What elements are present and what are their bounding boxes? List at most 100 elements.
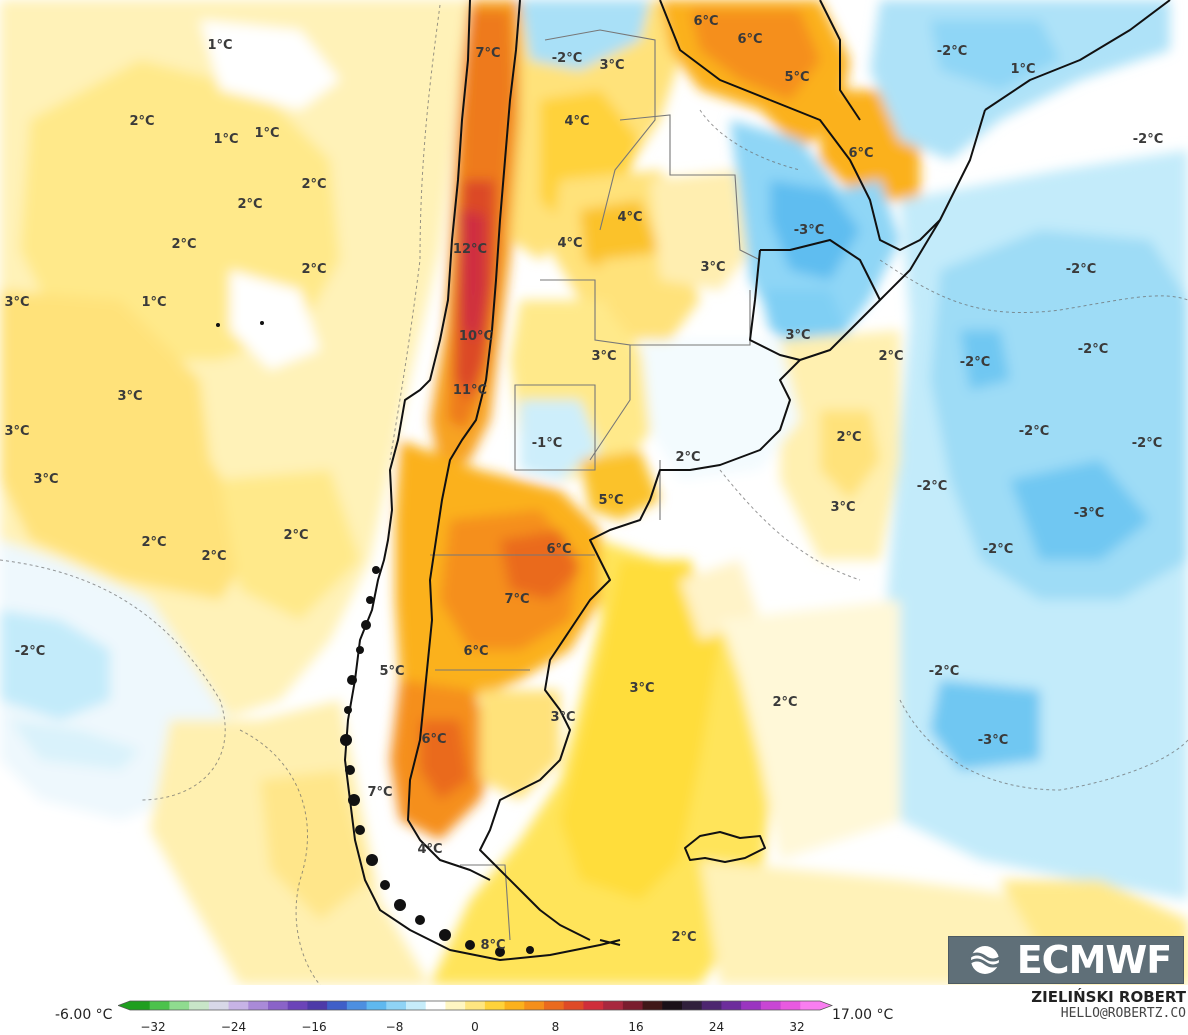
temperature-label: -2°C	[15, 644, 45, 659]
temperature-label: -2°C	[1019, 424, 1049, 439]
color-legend: -6.00 °C −32 −24 −16 −8 0 8 16 24 32 17.00 °C ZI…	[0, 985, 1188, 1035]
temperature-label: 2°C	[675, 450, 700, 465]
temperature-label: 4°C	[557, 236, 582, 251]
temperature-label: 3°C	[599, 58, 624, 73]
temperature-label: 3°C	[629, 681, 654, 696]
temperature-label: 1°C	[254, 126, 279, 141]
credit-email: HELLO@ROBERTZ.CO	[1060, 1006, 1186, 1021]
colorbar-segment	[425, 1001, 446, 1010]
colorbar-segment	[760, 1001, 782, 1010]
temperature-label: 10°C	[459, 329, 493, 344]
colorbar-segment	[248, 1001, 269, 1010]
temperature-label: 7°C	[367, 785, 392, 800]
colorbar-tick-label: 0	[471, 1020, 479, 1034]
colorbar-segment	[800, 1001, 821, 1010]
colorbar-tick-label: 16	[628, 1020, 643, 1034]
temperature-label: 1°C	[213, 132, 238, 147]
temperature-label: 4°C	[564, 114, 589, 129]
temperature-label: 6°C	[463, 644, 488, 659]
temperature-label: -2°C	[1132, 436, 1162, 451]
province-borders	[430, 29, 761, 941]
colorbar-tick-label: −24	[221, 1020, 246, 1034]
temperature-label: -2°C	[983, 542, 1013, 557]
colorbar-segment	[701, 1001, 722, 1010]
colorbar-segment	[741, 1001, 762, 1010]
colorbar: −32 −24 −16 −8 0 8 16 24 32	[118, 1000, 833, 1034]
temperature-label: 4°C	[417, 842, 442, 857]
colorbar-segment	[563, 1001, 584, 1010]
colorbar-segment	[642, 1001, 663, 1010]
temperature-label: -2°C	[1078, 342, 1108, 357]
colorbar-right-arrow	[820, 1001, 832, 1010]
temperature-label: 3°C	[4, 295, 29, 310]
temperature-label: 2°C	[301, 177, 326, 192]
temperature-label: 3°C	[550, 710, 575, 725]
temperature-label: -2°C	[1066, 262, 1096, 277]
map-canvas: 7°C -2°C 3°C 6°C 6°C 5°C -2°C 1°C 1°C 2°C 1°C 1°C 4°…	[0, 0, 1188, 985]
colorbar-segment	[189, 1001, 210, 1010]
colorbar-segment	[149, 1001, 170, 1010]
colorbar-segment	[622, 1001, 644, 1010]
temperature-label: 2°C	[237, 197, 262, 212]
temperature-label: 3°C	[830, 500, 855, 515]
credit-author: ZIELIŃSKI ROBERT	[1031, 988, 1186, 1006]
colorbar-segment	[287, 1001, 308, 1010]
temperature-label: 5°C	[379, 664, 404, 679]
colorbar-segment	[268, 1001, 289, 1010]
temperature-label: -2°C	[937, 44, 967, 59]
legend-min-label: -6.00 °C	[55, 1007, 113, 1023]
colorbar-segment	[583, 1001, 604, 1010]
temperature-label: 6°C	[737, 32, 762, 47]
colorbar-segment	[327, 1001, 348, 1010]
colorbar-segment	[603, 1001, 624, 1010]
colorbar-segment	[445, 1001, 466, 1010]
colorbar-segment	[504, 1001, 525, 1010]
temperature-label: 1°C	[207, 38, 232, 53]
colorbar-segment	[130, 1001, 151, 1010]
ecmwf-wave-icon	[967, 946, 1002, 974]
temperature-label: 2°C	[283, 528, 308, 543]
colorbar-tick-label: 8	[552, 1020, 560, 1034]
chile-archipelago	[216, 321, 534, 957]
colorbar-tick-label: −32	[140, 1020, 165, 1034]
temperature-label: 2°C	[141, 535, 166, 550]
temperature-label: 11°C	[453, 383, 487, 398]
temperature-label: -2°C	[1133, 132, 1163, 147]
temperature-label: 2°C	[129, 114, 154, 129]
colorbar-outline	[118, 1000, 833, 1011]
temperature-label: 3°C	[785, 328, 810, 343]
colorbar-segment	[228, 1001, 249, 1010]
temperature-label: 3°C	[4, 424, 29, 439]
colorbar-segment	[662, 1001, 683, 1010]
temperature-label: -2°C	[960, 355, 990, 370]
colorbar-segment	[169, 1001, 190, 1010]
colorbar-segment	[524, 1001, 545, 1010]
temperature-anomaly-map: 7°C -2°C 3°C 6°C 6°C 5°C -2°C 1°C 1°C 2°C 1°C 1°C 4°…	[0, 0, 1188, 985]
temperature-label: 1°C	[141, 295, 166, 310]
temperature-label: -2°C	[917, 479, 947, 494]
colorbar-segment	[721, 1001, 742, 1010]
colorbar-segment	[406, 1001, 427, 1010]
temperature-label: -3°C	[978, 733, 1008, 748]
temperature-label: -1°C	[532, 436, 562, 451]
temperature-label: 2°C	[671, 930, 696, 945]
temperature-label: 2°C	[201, 549, 226, 564]
coastlines	[344, 0, 1171, 961]
colorbar-segment	[386, 1001, 407, 1010]
temperature-label: 4°C	[617, 210, 642, 225]
temperature-label: 2°C	[878, 349, 903, 364]
colorbar-segment	[346, 1001, 368, 1010]
temperature-label: 2°C	[836, 430, 861, 445]
temperature-label: -3°C	[794, 223, 824, 238]
isotherm-contours	[0, 4, 1188, 985]
legend-max-label: 17.00 °C	[832, 1007, 894, 1023]
temperature-label: 6°C	[848, 146, 873, 161]
colorbar-segment	[465, 1001, 486, 1010]
temperature-label: 3°C	[700, 260, 725, 275]
temperature-label: 2°C	[171, 237, 196, 252]
temperature-label: 2°C	[301, 262, 326, 277]
colorbar-segment	[682, 1001, 703, 1010]
temperature-label: -3°C	[1074, 506, 1104, 521]
temperature-label: 12°C	[453, 242, 487, 257]
temperature-label: 7°C	[504, 592, 529, 607]
